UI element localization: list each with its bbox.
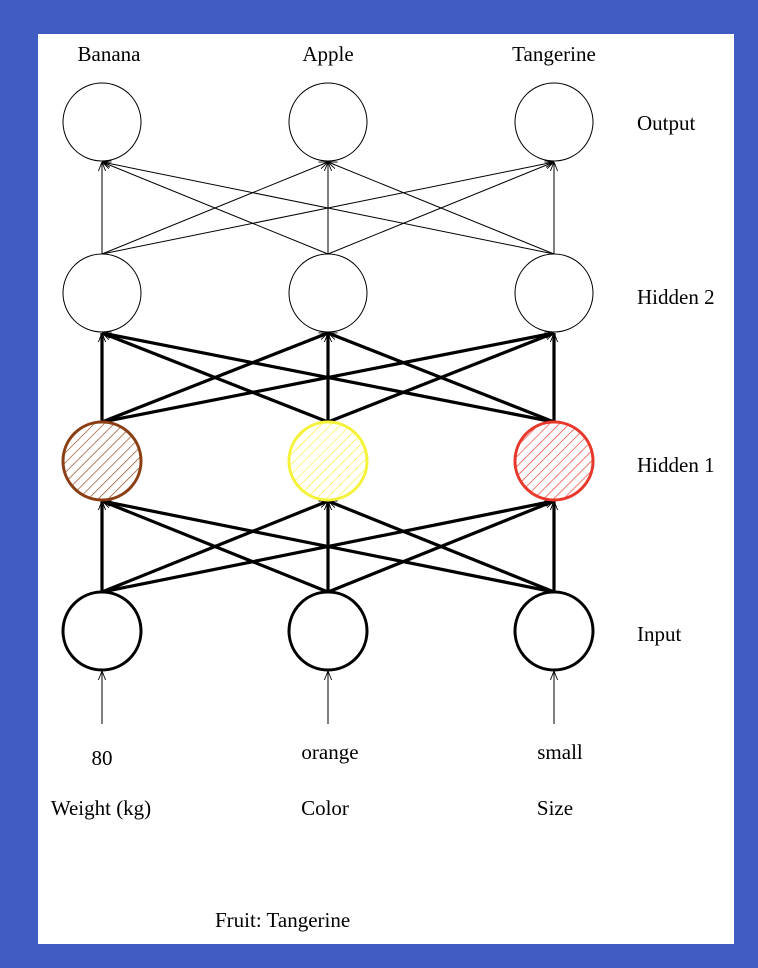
input-name-color: Color — [301, 796, 349, 820]
layer-label-hidden2: Hidden 2 — [637, 285, 715, 309]
input-node-0 — [61, 590, 143, 672]
input-name-weight: Weight (kg) — [50, 796, 152, 820]
hidden2-node-1 — [288, 253, 368, 333]
output-node-2 — [514, 82, 594, 162]
edge-input-hidden1-2-1 — [328, 499, 555, 594]
output-node-0 — [62, 82, 142, 162]
network-diagram — [61, 82, 595, 724]
output-node-1 — [288, 82, 368, 162]
edge-hidden2-output-2-1 — [328, 161, 555, 255]
edge-hidden2-output-2-0 — [102, 162, 555, 255]
input-value-color: orange — [301, 740, 359, 764]
diagram-panel: Banana Apple Tangerine Output Hidden 2 H… — [38, 34, 734, 944]
edge-hidden1-hidden2-2-1 — [328, 331, 555, 424]
result-label: Fruit: Tangerine — [215, 908, 351, 932]
edge-hidden2-output-1-0 — [102, 161, 329, 255]
hidden1-node-1 — [287, 420, 369, 502]
layer-label-output: Output — [637, 111, 696, 135]
input-node-2 — [513, 590, 595, 672]
edge-hidden1-hidden2-2-0 — [102, 333, 555, 424]
edge-hidden1-hidden2-1-0 — [102, 331, 329, 424]
layer-label-hidden1: Hidden 1 — [637, 453, 715, 477]
hidden1-node-2 — [513, 420, 595, 502]
input-value-weight: 80 — [91, 746, 113, 770]
output-label-banana: Banana — [77, 42, 141, 66]
output-label-apple: Apple — [302, 42, 354, 66]
hidden1-node-0 — [61, 420, 143, 502]
edge-input-hidden1-2-0 — [102, 501, 555, 594]
hidden2-node-0 — [62, 253, 142, 333]
output-label-tangerine: Tangerine — [512, 42, 596, 66]
input-node-1 — [287, 590, 369, 672]
layer-label-input: Input — [637, 622, 682, 646]
hidden2-node-2 — [514, 253, 594, 333]
input-name-size: Size — [536, 796, 574, 820]
input-value-size: small — [537, 740, 583, 764]
edge-input-hidden1-1-0 — [102, 499, 329, 594]
